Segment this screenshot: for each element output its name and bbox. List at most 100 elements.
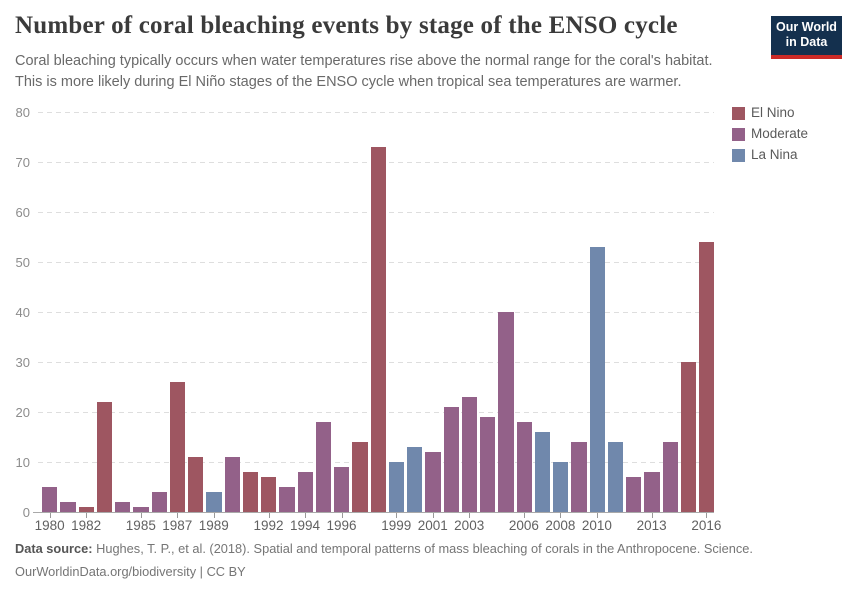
x-axis-label-1999: 1999 [381, 518, 412, 533]
bar-2013[interactable] [644, 472, 660, 512]
bar-2009[interactable] [571, 442, 587, 512]
bar-1988[interactable] [188, 457, 204, 512]
bar-1982[interactable] [78, 507, 94, 512]
bar-1993[interactable] [279, 487, 295, 512]
x-tick-1989 [213, 513, 215, 518]
x-tick-1985 [140, 513, 142, 518]
y-axis-label-80: 80 [15, 105, 30, 120]
bar-1990[interactable] [224, 457, 240, 512]
x-axis-label-1985: 1985 [125, 518, 156, 533]
owid-url-link[interactable]: OurWorldinData.org/biodiversity [15, 564, 197, 579]
bar-2008[interactable] [553, 462, 569, 512]
bar-1994[interactable] [297, 472, 313, 512]
x-tick-2013 [651, 513, 653, 518]
data-source-line: Data source: Hughes, T. P., et al. (2018… [15, 541, 835, 557]
bar-1980[interactable] [42, 487, 58, 512]
owid-logo-line1: Our World [776, 20, 837, 34]
x-tick-1987 [177, 513, 179, 518]
bar-1989[interactable] [206, 492, 222, 512]
x-axis-label-1982: 1982 [71, 518, 102, 533]
x-axis-label-2006: 2006 [508, 518, 539, 533]
x-tick-2006 [523, 513, 525, 518]
y-axis-label-20: 20 [15, 405, 30, 420]
bar-2000[interactable] [407, 447, 423, 512]
y-axis-label-60: 60 [15, 205, 30, 220]
data-source-label: Data source: [15, 541, 93, 556]
bar-1998[interactable] [370, 147, 386, 512]
bar-2016[interactable] [699, 242, 715, 512]
bar-2002[interactable] [443, 407, 459, 512]
owid-logo[interactable]: Our World in Data [771, 16, 842, 59]
x-tick-1996 [341, 513, 343, 518]
owid-logo-accent-bar [771, 55, 842, 59]
legend: El Nino Moderate La Nina [732, 106, 808, 169]
license-line: OurWorldinData.org/biodiversity | CC BY [15, 564, 835, 580]
bar-1991[interactable] [242, 472, 258, 512]
y-axis-label-30: 30 [15, 355, 30, 370]
bar-2015[interactable] [680, 362, 696, 512]
cc-by-link[interactable]: CC BY [206, 564, 246, 579]
bar-2012[interactable] [626, 477, 642, 512]
x-tick-2010 [596, 513, 598, 518]
bar-1983[interactable] [96, 402, 112, 512]
bar-1986[interactable] [151, 492, 167, 512]
x-axis-label-1996: 1996 [326, 518, 357, 533]
bar-2006[interactable] [516, 422, 532, 512]
bar-1997[interactable] [352, 442, 368, 512]
y-axis-label-10: 10 [15, 455, 30, 470]
legend-swatch-icon [732, 148, 745, 162]
bar-2010[interactable] [589, 247, 605, 512]
bar-2005[interactable] [498, 312, 514, 512]
bar-2004[interactable] [480, 417, 496, 512]
bar-2001[interactable] [425, 452, 441, 512]
legend-item-la-nina[interactable]: La Nina [732, 148, 808, 162]
x-tick-2008 [560, 513, 562, 518]
x-tick-2001 [432, 513, 434, 518]
bar-1981[interactable] [60, 502, 76, 512]
x-tick-1999 [396, 513, 398, 518]
x-axis-label-1989: 1989 [198, 518, 229, 533]
chart-subtitle-line1: Coral bleaching typically occurs when wa… [15, 53, 713, 69]
y-axis-label-0: 0 [22, 505, 30, 520]
legend-item-el-nino[interactable]: El Nino [732, 106, 808, 120]
y-axis-label-50: 50 [15, 255, 30, 270]
x-axis-line [33, 512, 714, 513]
x-axis-label-1980: 1980 [34, 518, 65, 533]
bar-1992[interactable] [261, 477, 277, 512]
bar-2014[interactable] [662, 442, 678, 512]
legend-swatch-icon [732, 127, 745, 141]
x-tick-2003 [469, 513, 471, 518]
x-axis-label-2001: 2001 [417, 518, 448, 533]
x-tick-1992 [268, 513, 270, 518]
bar-2003[interactable] [461, 397, 477, 512]
x-tick-1982 [86, 513, 88, 518]
bar-2007[interactable] [534, 432, 550, 512]
bar-1995[interactable] [315, 422, 331, 512]
x-tick-2016 [706, 513, 708, 518]
legend-label: El Nino [751, 105, 795, 120]
chart-subtitle-line2: This is more likely during El Niño stage… [15, 74, 682, 90]
bar-1987[interactable] [169, 382, 185, 512]
y-axis-label-40: 40 [15, 305, 30, 320]
owid-logo-line2: in Data [785, 35, 828, 49]
x-axis-label-1987: 1987 [162, 518, 193, 533]
x-axis-label-1994: 1994 [289, 518, 321, 533]
chart-title: Number of coral bleaching events by stag… [15, 12, 678, 39]
legend-label: Moderate [751, 126, 809, 141]
bar-1996[interactable] [334, 467, 350, 512]
data-source-text: Hughes, T. P., et al. (2018). Spatial an… [92, 541, 753, 556]
x-axis-label-1992: 1992 [253, 518, 284, 533]
bar-1984[interactable] [115, 502, 131, 512]
bar-1985[interactable] [133, 507, 149, 512]
chart-subtitle: Coral bleaching typically occurs when wa… [15, 51, 735, 93]
y-axis-label-70: 70 [15, 155, 30, 170]
legend-item-moderate[interactable]: Moderate [732, 127, 808, 141]
x-tick-1980 [49, 513, 51, 518]
bars-container [42, 112, 715, 512]
bar-1999[interactable] [388, 462, 404, 512]
gridline-80 [38, 112, 714, 113]
bar-2011[interactable] [607, 442, 623, 512]
separator: | [196, 564, 207, 579]
x-axis-label-2010: 2010 [581, 518, 612, 533]
x-axis-label-2013: 2013 [636, 518, 667, 533]
